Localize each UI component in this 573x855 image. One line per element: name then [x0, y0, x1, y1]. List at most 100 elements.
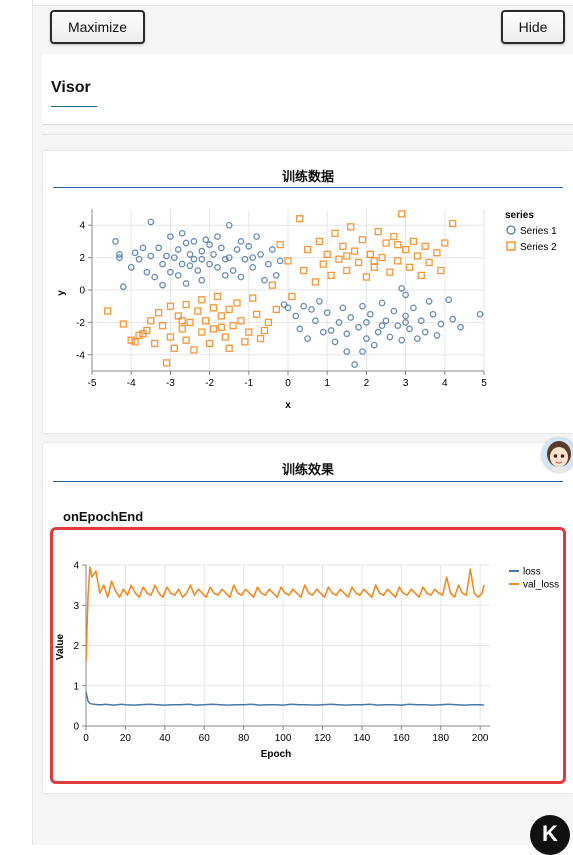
scatter-point-series1: [214, 233, 221, 240]
training-data-title: 训练数据: [281, 169, 334, 184]
scatter-point-series2: [268, 281, 276, 289]
line-x-tick-label: 40: [159, 733, 171, 744]
scatter-point-series2: [405, 263, 414, 271]
scatter-point-series2: [409, 237, 418, 246]
scatter-point-series1: [402, 312, 409, 320]
scatter-point-series1: [359, 348, 366, 355]
scatter-point-series1: [417, 317, 425, 325]
scatter-point-series1: [316, 297, 323, 305]
scatter-y-tick-label: -4: [76, 350, 85, 361]
visor-tab-bar: [42, 54, 573, 125]
scatter-point-series2: [362, 273, 371, 281]
scatter-legend-symbol-series1: [506, 225, 516, 235]
scatter-point-series1: [182, 280, 190, 287]
scatter-point-series1: [151, 273, 159, 281]
scatter-point-series1: [343, 348, 351, 355]
scatter-point-series2: [166, 333, 175, 341]
scatter-point-series1: [394, 322, 402, 329]
scatter-legend-title: series: [505, 210, 534, 221]
k-logo-icon[interactable]: K: [530, 815, 570, 855]
scatter-point-series2: [433, 249, 441, 257]
scatter-point-series1: [221, 255, 229, 263]
scatter-point-series1: [147, 252, 155, 260]
scatter-point-series2: [276, 240, 284, 249]
scatter-point-series2: [131, 338, 139, 346]
scatter-point-series1: [445, 296, 453, 304]
assistant-avatar[interactable]: [542, 438, 573, 472]
scatter-point-series2: [209, 304, 218, 312]
scatter-point-series2: [394, 240, 402, 249]
scatter-point-series2: [347, 223, 355, 231]
scatter-y-axis-label: y: [56, 290, 67, 296]
scatter-point-series1: [343, 330, 351, 338]
scatter-point-series2: [104, 307, 112, 315]
line-chart-highlight: 0 20 40 60 80 100 120 140 160 180 200 0 1 2 3 4 Epoch Val…: [50, 527, 566, 784]
left-strip: [0, 0, 33, 845]
training-effect-title-rule: [53, 481, 563, 482]
scatter-point-series1: [178, 229, 186, 237]
scatter-point-series2: [178, 317, 186, 325]
scatter-point-series1: [265, 260, 272, 268]
on-epoch-end-tab[interactable]: onEpochEnd: [63, 509, 144, 524]
scatter-point-series1: [410, 304, 417, 312]
scatter-point-series1: [304, 335, 311, 342]
hide-button[interactable]: Hide: [501, 10, 565, 44]
scatter-point-series2: [358, 236, 367, 244]
scatter-point-series2: [182, 336, 190, 344]
visor-tab[interactable]: Visor: [51, 79, 91, 96]
scatter-point-series1: [261, 276, 268, 284]
scatter-point-series2: [288, 292, 296, 301]
scatter-point-series2: [241, 338, 249, 346]
scatter-point-series2: [260, 326, 269, 335]
line-series-loss: [85, 691, 485, 706]
scatter-point-series1: [159, 281, 166, 289]
scatter-point-series1: [206, 260, 213, 268]
scatter-x-tick-label: -5: [88, 378, 97, 389]
scatter-point-series1: [174, 272, 182, 279]
training-data-card: 训练数据 -5 -4 -3 -2 -1 0 1 2 3 4 5 -4 -2 0 2 4 x y series Seri…: [43, 151, 573, 433]
scatter-point-series2: [166, 302, 175, 310]
scatter-point-series1: [390, 307, 398, 315]
scatter-point-series2: [245, 328, 253, 336]
scatter-point-series2: [237, 317, 245, 325]
scatter-point-series1: [167, 233, 174, 240]
scatter-point-series2: [437, 266, 445, 275]
scatter-point-series2: [127, 336, 135, 344]
scatter-point-series1: [268, 246, 276, 253]
scatter-point-series1: [359, 302, 366, 310]
scatter-point-series2: [209, 325, 218, 333]
scatter-point-series1: [225, 221, 233, 229]
scatter-y-tick-label: 4: [79, 221, 85, 232]
scatter-point-series1: [429, 310, 437, 318]
scatter-point-series2: [225, 305, 233, 314]
scatter-point-series2: [190, 346, 198, 354]
line-x-tick-label: 20: [120, 733, 132, 744]
scatter-point-series1: [221, 272, 229, 279]
scatter-point-series2: [413, 252, 422, 260]
scatter-point-series2: [229, 321, 237, 330]
training-data-title-rule: [53, 187, 563, 188]
scatter-point-series2: [378, 253, 386, 262]
scatter-x-tick-label: -4: [127, 378, 136, 389]
scatter-point-series2: [217, 323, 226, 331]
scatter-point-series2: [327, 271, 335, 280]
scatter-point-series1: [363, 319, 370, 326]
scatter-point-series1: [319, 328, 327, 336]
scatter-point-series2: [343, 252, 351, 260]
scatter-point-series2: [256, 334, 265, 343]
scatter-x-tick-label: -1: [244, 378, 253, 389]
scatter-point-series2: [354, 258, 363, 267]
maximize-button[interactable]: Maximize: [50, 10, 145, 44]
scatter-point-series1: [174, 246, 182, 253]
scatter-x-tick-label: -3: [166, 378, 175, 389]
scatter-x-tick-label: 0: [285, 378, 291, 389]
scatter-point-series1: [225, 254, 233, 261]
scatter-point-series1: [167, 268, 174, 276]
scatter-point-series1: [131, 249, 139, 257]
scatter-legend-symbol-series2: [506, 241, 516, 251]
scatter-point-series2: [170, 344, 178, 352]
scatter-point-series2: [370, 263, 378, 271]
scatter-point-series2: [386, 268, 394, 276]
scatter-point-series2: [162, 359, 171, 367]
scatter-point-series1: [437, 320, 445, 328]
